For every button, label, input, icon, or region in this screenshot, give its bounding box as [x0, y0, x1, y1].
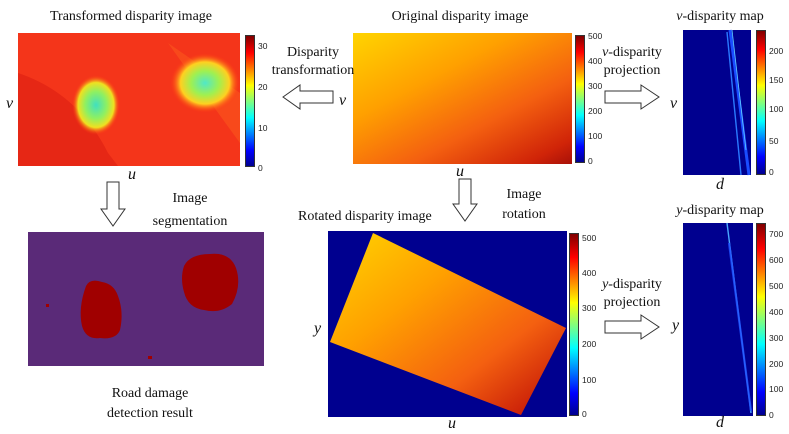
- axis-label-y: y: [314, 320, 322, 337]
- original-colorbar: [575, 35, 585, 163]
- colorbar-tick: 500: [582, 233, 597, 243]
- right-arrow-icon: [604, 84, 660, 110]
- colorbar-tick: 10: [258, 123, 268, 133]
- v-disparity-map-image: [683, 29, 751, 176]
- down-arrow-icon: [100, 181, 126, 227]
- colorbar-tick: 30: [258, 41, 268, 51]
- rotated-colorbar: [569, 233, 579, 416]
- original-disparity-image: [353, 33, 572, 164]
- colorbar-tick: 500: [769, 281, 784, 291]
- colorbar-tick: 0: [258, 163, 263, 173]
- colorbar-tick: 0: [582, 409, 587, 419]
- colorbar-tick: 0: [588, 156, 593, 166]
- v-disparity-projection-label: v-disparity projection: [602, 45, 662, 78]
- y-disparity-projection-label: y-disparity projection: [602, 277, 662, 310]
- y-disparity-colorbar: [756, 223, 766, 416]
- rotated-disparity-image: [328, 231, 567, 417]
- colorbar-tick: 50: [769, 136, 779, 146]
- axis-label-v: v: [670, 95, 678, 112]
- colorbar-tick: 300: [588, 81, 603, 91]
- v-disparity-colorbar: [756, 30, 766, 175]
- axis-label-u: u: [128, 166, 136, 183]
- rotated-title: Rotated disparity image: [298, 209, 432, 224]
- colorbar-tick: 150: [769, 75, 784, 85]
- image-segmentation-label: Image segmentation: [152, 191, 228, 229]
- disparity-transformation-label: Disparity transformation: [271, 45, 355, 78]
- colorbar-tick: 300: [769, 333, 784, 343]
- transformed-colorbar: [245, 35, 255, 167]
- colorbar-tick: 700: [769, 229, 784, 239]
- left-arrow-icon: [282, 84, 334, 110]
- image-rotation-label: Image rotation: [502, 187, 546, 222]
- colorbar-tick: 200: [582, 339, 597, 349]
- segmentation-caption: Road damage detection result: [107, 386, 193, 421]
- colorbar-tick: 200: [769, 46, 784, 56]
- colorbar-tick: 20: [258, 82, 268, 92]
- axis-label-u: u: [448, 415, 456, 432]
- colorbar-tick: 100: [582, 375, 597, 385]
- original-title: Original disparity image: [391, 9, 529, 24]
- colorbar-tick: 100: [769, 384, 784, 394]
- colorbar-tick: 400: [588, 56, 603, 66]
- axis-label-d: d: [716, 176, 724, 193]
- colorbar-tick: 400: [582, 268, 597, 278]
- axis-label-d: d: [716, 414, 724, 431]
- axis-label-u: u: [456, 163, 464, 180]
- colorbar-tick: 100: [769, 104, 784, 114]
- colorbar-tick: 0: [769, 167, 774, 177]
- segmentation-result-image: [28, 232, 264, 366]
- down-arrow-icon: [452, 178, 478, 222]
- colorbar-tick: 200: [769, 359, 784, 369]
- axis-label-v: v: [339, 92, 347, 109]
- colorbar-tick: 200: [588, 106, 603, 116]
- colorbar-tick: 600: [769, 255, 784, 265]
- y-disparity-title: y-disparity map: [676, 203, 764, 218]
- transformed-title: Transformed disparity image: [49, 9, 212, 24]
- colorbar-tick: 300: [582, 303, 597, 313]
- axis-label-v: v: [6, 95, 14, 112]
- y-disparity-map-image: [683, 222, 753, 416]
- axis-label-y: y: [672, 317, 680, 334]
- colorbar-tick: 0: [769, 410, 774, 420]
- colorbar-tick: 400: [769, 307, 784, 317]
- v-disparity-title: v-disparity map: [676, 9, 764, 24]
- colorbar-tick: 100: [588, 131, 603, 141]
- right-arrow-icon: [604, 314, 660, 340]
- transformed-disparity-image: [18, 33, 240, 166]
- colorbar-tick: 500: [588, 31, 603, 41]
